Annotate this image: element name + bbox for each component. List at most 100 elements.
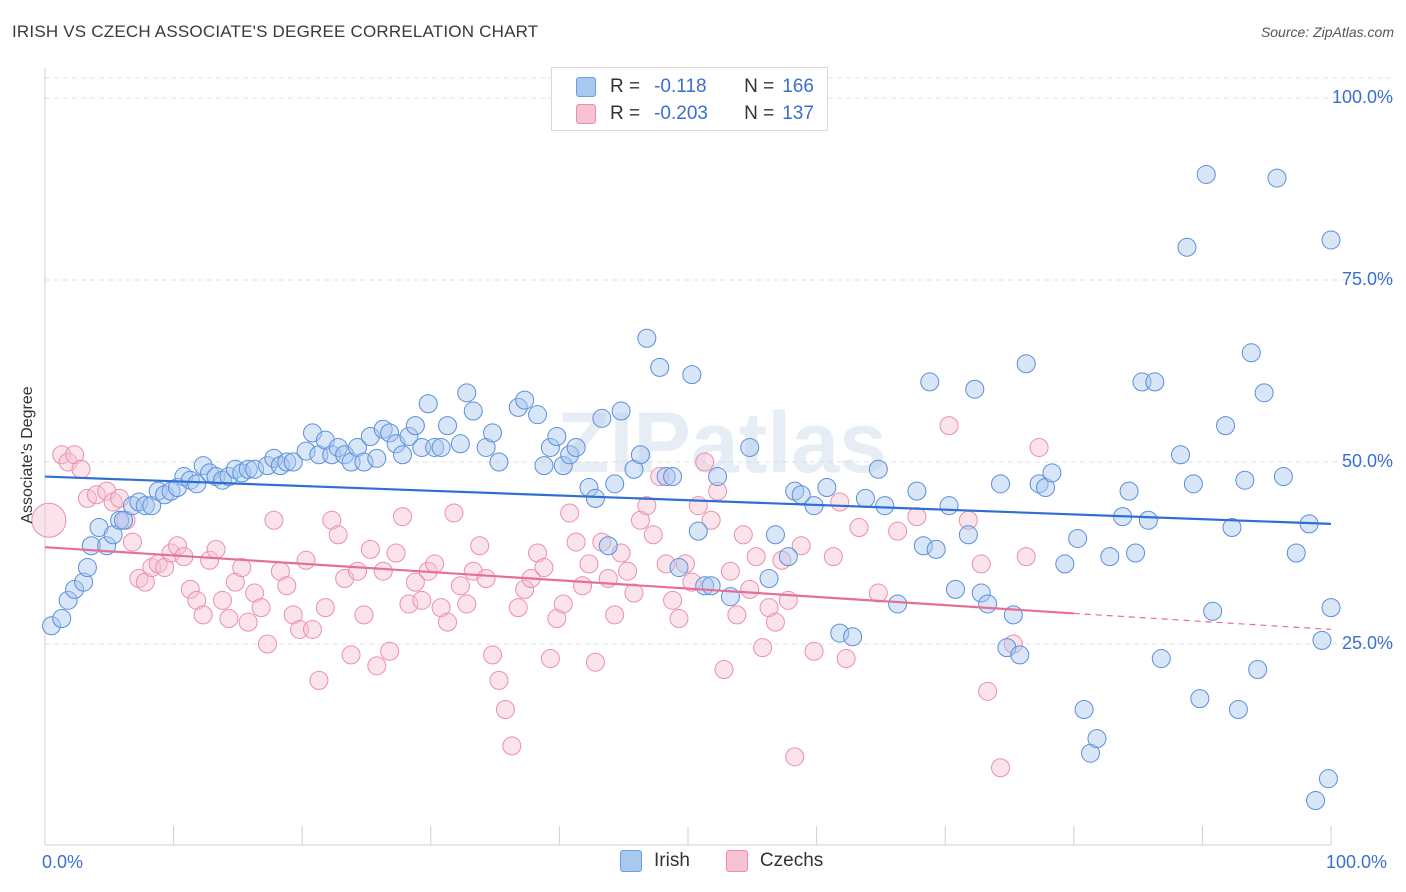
irish-point — [688, 521, 708, 541]
irish-point — [534, 456, 554, 476]
czechs-point — [367, 656, 387, 676]
irish-point — [1087, 729, 1107, 749]
irish-point — [328, 437, 348, 457]
irish-point — [1177, 237, 1197, 257]
czechs-point — [328, 525, 348, 545]
czechs-point — [540, 649, 560, 669]
legend-label-irish: Irish — [654, 850, 690, 871]
czechs-point — [457, 594, 477, 614]
irish-point — [1248, 659, 1268, 679]
y-tick-label: 25.0% — [1341, 633, 1393, 653]
czechs-point — [753, 638, 773, 658]
irish-point — [1312, 630, 1332, 650]
irish-point — [405, 416, 425, 436]
czechs-point — [675, 554, 695, 574]
czechs-point — [283, 605, 303, 625]
irish-point — [540, 437, 560, 457]
czechs-point — [386, 543, 406, 563]
n-label: N = — [744, 76, 775, 97]
irish-point — [978, 594, 998, 614]
regression-lines — [44, 475, 1332, 631]
n-label: N = — [744, 103, 775, 124]
czechs-point — [412, 590, 432, 610]
czechs-point — [701, 510, 721, 530]
irish-point — [1267, 168, 1287, 188]
irish-point — [508, 397, 528, 417]
irish-point — [958, 525, 978, 545]
series-legend: Irish Czechs — [620, 850, 859, 872]
irish-point — [1318, 769, 1338, 789]
irish-point — [425, 437, 445, 457]
czechs-point — [733, 525, 753, 545]
irish-point — [450, 434, 470, 454]
czechs-point — [495, 700, 515, 720]
irish-point — [74, 572, 94, 592]
czechs-point — [765, 612, 785, 632]
irish-point — [1036, 477, 1056, 497]
irish-point — [945, 579, 965, 599]
irish-points — [41, 164, 1341, 811]
irish-point — [135, 496, 155, 516]
irish-point — [373, 419, 393, 439]
czechs-point — [232, 558, 252, 578]
czechs-point — [708, 481, 728, 501]
irish-point — [399, 427, 419, 447]
czechs-point — [476, 568, 496, 588]
x-tick-label-min: 0.0% — [42, 852, 84, 872]
irish-point — [1016, 354, 1036, 374]
legend-label-czechs: Czechs — [759, 850, 824, 871]
irish-point — [926, 539, 946, 559]
czechs-point — [971, 554, 991, 574]
irish-point — [418, 394, 438, 414]
irish-point — [489, 452, 509, 472]
irish-point — [630, 445, 650, 465]
czechs-point — [161, 543, 181, 563]
irish-point — [1306, 791, 1326, 811]
irish-point — [920, 372, 940, 392]
axes — [44, 68, 1332, 846]
legend-item-irish[interactable]: Irish — [620, 850, 690, 872]
czechs-point — [264, 510, 284, 530]
irish-point — [560, 445, 580, 465]
irish-point — [463, 401, 483, 421]
irish-point — [283, 452, 303, 472]
irish-point — [1068, 528, 1088, 548]
czechs-point — [785, 747, 805, 767]
czechs-point — [322, 510, 342, 530]
czechs-point — [643, 525, 663, 545]
irish-point — [1190, 689, 1210, 709]
irish-point — [1228, 700, 1248, 720]
czechs-point — [212, 590, 232, 610]
irish-point — [663, 467, 683, 487]
czechs-point — [277, 576, 297, 596]
irish-point — [1029, 474, 1049, 494]
czechs-point — [990, 758, 1010, 778]
czechs-point — [71, 459, 91, 479]
x-tick-label-max: 100.0% — [1326, 852, 1388, 872]
czechs-point — [836, 649, 856, 669]
czechs-point — [759, 598, 779, 618]
irish-point — [347, 437, 367, 457]
czechs-point — [618, 561, 638, 581]
czechs-point — [740, 579, 760, 599]
irish-point — [1183, 474, 1203, 494]
irish-point — [637, 328, 657, 348]
irish-point — [1235, 470, 1255, 490]
irish-point — [765, 525, 785, 545]
irish-point — [965, 379, 985, 399]
irish-point — [219, 467, 239, 487]
legend-item-czechs[interactable]: Czechs — [725, 850, 824, 872]
irish-point — [785, 481, 805, 501]
czechs-point — [251, 598, 271, 618]
czechs-point — [219, 609, 239, 629]
r-label: R = — [610, 76, 641, 97]
czechs-point — [804, 641, 824, 661]
irish-point — [1074, 700, 1094, 720]
irish-point — [605, 474, 625, 494]
irish-point — [868, 459, 888, 479]
czechs-point — [180, 579, 200, 599]
irish-point — [528, 405, 548, 425]
irish-swatch — [576, 77, 596, 97]
czechs-point — [547, 609, 567, 629]
